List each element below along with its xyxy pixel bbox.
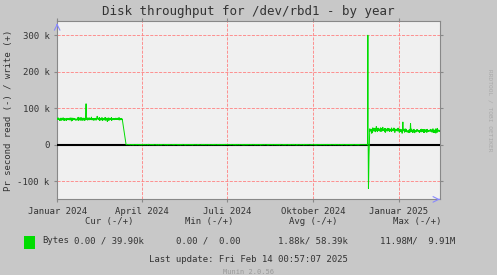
- Text: 0.00 / 39.90k: 0.00 / 39.90k: [75, 236, 144, 245]
- Text: Cur (-/+): Cur (-/+): [85, 217, 134, 226]
- Text: Max (-/+): Max (-/+): [393, 217, 442, 226]
- Title: Disk throughput for /dev/rbd1 - by year: Disk throughput for /dev/rbd1 - by year: [102, 5, 395, 18]
- Text: Min (-/+): Min (-/+): [184, 217, 233, 226]
- Text: Last update: Fri Feb 14 00:57:07 2025: Last update: Fri Feb 14 00:57:07 2025: [149, 255, 348, 263]
- Text: Munin 2.0.56: Munin 2.0.56: [223, 269, 274, 275]
- Y-axis label: Pr second read (-) / write (+): Pr second read (-) / write (+): [4, 29, 13, 191]
- Text: RRDTOOL / TOBI OETIKER: RRDTOOL / TOBI OETIKER: [487, 69, 492, 151]
- Text: Avg (-/+): Avg (-/+): [289, 217, 337, 226]
- Text: Bytes: Bytes: [42, 236, 69, 245]
- Text: 0.00 /  0.00: 0.00 / 0.00: [176, 236, 241, 245]
- Text: 1.88k/ 58.39k: 1.88k/ 58.39k: [278, 236, 348, 245]
- Text: 11.98M/  9.91M: 11.98M/ 9.91M: [380, 236, 455, 245]
